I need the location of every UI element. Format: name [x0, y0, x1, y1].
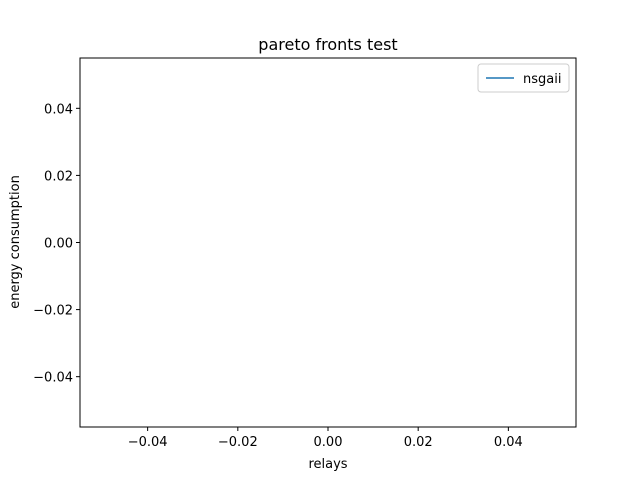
y-tick-label: 0.02 [44, 169, 73, 184]
y-tick-label: −0.04 [33, 371, 73, 386]
y-tick-label: 0.04 [44, 102, 73, 117]
x-tick-label: 0.02 [404, 435, 433, 450]
y-tick-label: −0.02 [33, 304, 73, 319]
y-axis-label: energy consumption [8, 175, 23, 309]
x-axis-label: relays [308, 457, 347, 472]
x-tick-label: 0.00 [314, 435, 343, 450]
legend: nsgaii [477, 63, 570, 93]
x-tick-label: −0.02 [218, 435, 258, 450]
legend-box [477, 63, 570, 93]
chart-title: pareto fronts test [258, 35, 397, 54]
x-axis-ticks: −0.04 −0.02 0.00 0.02 0.04 [128, 427, 523, 450]
x-tick-label: −0.04 [128, 435, 168, 450]
y-axis-ticks: −0.04 −0.02 0.00 0.02 0.04 [33, 102, 80, 386]
y-tick-label: 0.00 [44, 237, 73, 252]
legend-label-nsgaii: nsgaii [523, 72, 561, 87]
x-tick-label: 0.04 [494, 435, 523, 450]
